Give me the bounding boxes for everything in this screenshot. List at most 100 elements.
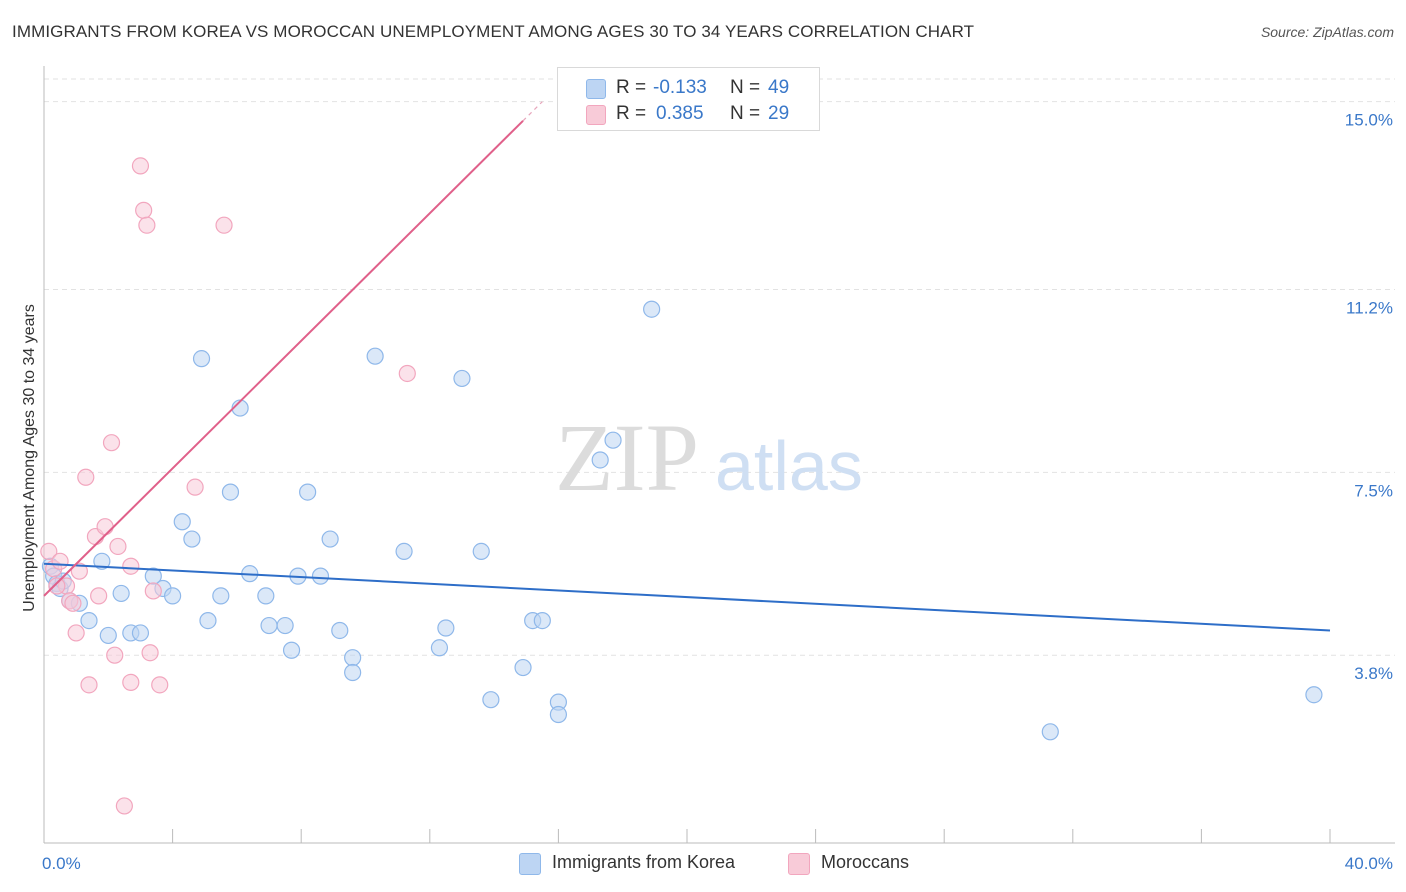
point-moroccans: [215, 216, 233, 234]
point-korea: [395, 542, 413, 561]
point-moroccans: [151, 676, 169, 694]
bottom-legend-label-korea: Immigrants from Korea: [552, 852, 736, 872]
point-korea: [99, 626, 117, 645]
point-moroccans: [70, 562, 88, 580]
point-moroccans: [106, 646, 124, 664]
point-moroccans: [64, 594, 82, 612]
y-tick-label: 7.5%: [1354, 481, 1393, 500]
chart-source: Source: ZipAtlas.com: [1260, 24, 1394, 40]
point-korea: [549, 705, 568, 724]
point-korea: [344, 649, 362, 667]
point-korea: [260, 616, 278, 635]
point-korea: [453, 369, 471, 388]
point-korea: [173, 513, 191, 531]
legend-swatch-korea: [586, 79, 606, 99]
point-korea: [112, 584, 130, 603]
point-moroccans: [109, 537, 127, 556]
bottom-legend-label-moroccans: Moroccans: [821, 852, 910, 872]
point-korea: [482, 691, 500, 709]
point-korea: [533, 611, 551, 630]
point-korea: [276, 616, 294, 635]
bottom-legend-korea: Immigrants from Korea: [519, 851, 769, 877]
legend-n-value-moroccans: 29: [768, 103, 790, 124]
point-moroccans: [141, 644, 159, 662]
point-moroccans: [51, 552, 69, 570]
point-korea: [437, 619, 455, 637]
point-moroccans: [77, 468, 95, 486]
legend-n-label: N =: [730, 103, 761, 124]
point-moroccans: [398, 364, 416, 383]
trend-line-korea: [43, 562, 1331, 632]
point-moroccans: [186, 478, 204, 496]
chart-title: IMMIGRANTS FROM KOREA VS MOROCCAN UNEMPL…: [12, 22, 975, 41]
point-korea: [311, 567, 330, 585]
point-korea: [192, 350, 211, 368]
point-korea: [643, 300, 661, 318]
legend-row-korea: R = -0.133 N = 49: [558, 76, 819, 102]
legend-r-value-korea: -0.133: [653, 77, 707, 98]
point-korea: [199, 611, 217, 630]
point-korea: [131, 624, 150, 642]
point-korea: [514, 658, 532, 677]
tick-labels: 3.8% 7.5% 11.2% 15.0% 0.0% 40.0%: [42, 111, 1393, 873]
point-korea: [591, 451, 609, 469]
legend: R = -0.133 N = 49 R = 0.385 N = 29: [557, 67, 820, 131]
point-korea: [472, 542, 490, 561]
point-moroccans: [80, 676, 98, 694]
watermark-zip: ZIP: [555, 404, 699, 511]
point-korea: [183, 530, 201, 548]
point-korea: [1305, 686, 1323, 704]
point-korea: [93, 552, 111, 570]
point-korea: [331, 621, 349, 640]
legend-r-value-moroccans: 0.385: [656, 103, 704, 124]
legend-n-label: N =: [730, 77, 761, 98]
y-tick-label: 3.8%: [1354, 664, 1393, 683]
point-korea: [366, 347, 384, 365]
legend-swatch-moroccans: [586, 105, 606, 125]
point-korea: [282, 641, 301, 659]
point-moroccans: [48, 577, 66, 595]
point-korea: [321, 530, 339, 548]
point-korea: [80, 611, 98, 630]
point-moroccans: [135, 201, 153, 219]
point-korea: [344, 663, 362, 682]
point-korea: [430, 639, 449, 657]
y-tick-label: 11.2%: [1346, 298, 1393, 317]
point-moroccans: [96, 518, 114, 536]
trend-line-moroccans-extension: [522, 101, 543, 122]
axes: [43, 66, 1395, 844]
point-moroccans: [90, 587, 108, 605]
point-moroccans: [131, 157, 150, 175]
x-tick-label-min: 0.0%: [42, 854, 81, 873]
point-moroccans: [102, 434, 121, 452]
point-moroccans: [115, 797, 133, 815]
trend-line-moroccans: [43, 120, 524, 597]
point-moroccans: [138, 216, 156, 234]
y-tick-label: 15.0%: [1345, 111, 1393, 130]
data-points: [40, 157, 1323, 815]
legend-n-value-korea: 49: [768, 77, 790, 98]
point-korea: [604, 431, 622, 449]
point-korea: [212, 587, 230, 605]
point-korea: [257, 587, 275, 605]
point-moroccans: [67, 624, 85, 642]
point-moroccans: [144, 582, 162, 600]
bottom-legend-swatch-moroccans: [788, 853, 810, 875]
trend-lines: [43, 101, 1331, 632]
point-korea: [221, 483, 240, 501]
point-moroccans: [40, 542, 58, 561]
point-korea: [1041, 723, 1059, 741]
point-moroccans: [122, 673, 140, 691]
bottom-legend-moroccans: Moroccans: [788, 851, 938, 877]
point-korea: [299, 483, 317, 501]
legend-r-label: R =: [616, 103, 647, 124]
x-tick-label-max: 40.0%: [1345, 854, 1393, 873]
y-axis-label: Unemployment Among Ages 30 to 34 years: [21, 304, 38, 612]
watermark-atlas: atlas: [715, 427, 863, 505]
point-korea: [164, 587, 182, 605]
legend-r-label: R =: [616, 77, 647, 98]
bottom-legend-swatch-korea: [519, 853, 541, 875]
point-moroccans: [122, 557, 140, 575]
legend-row-moroccans: R = 0.385 N = 29: [558, 102, 819, 128]
